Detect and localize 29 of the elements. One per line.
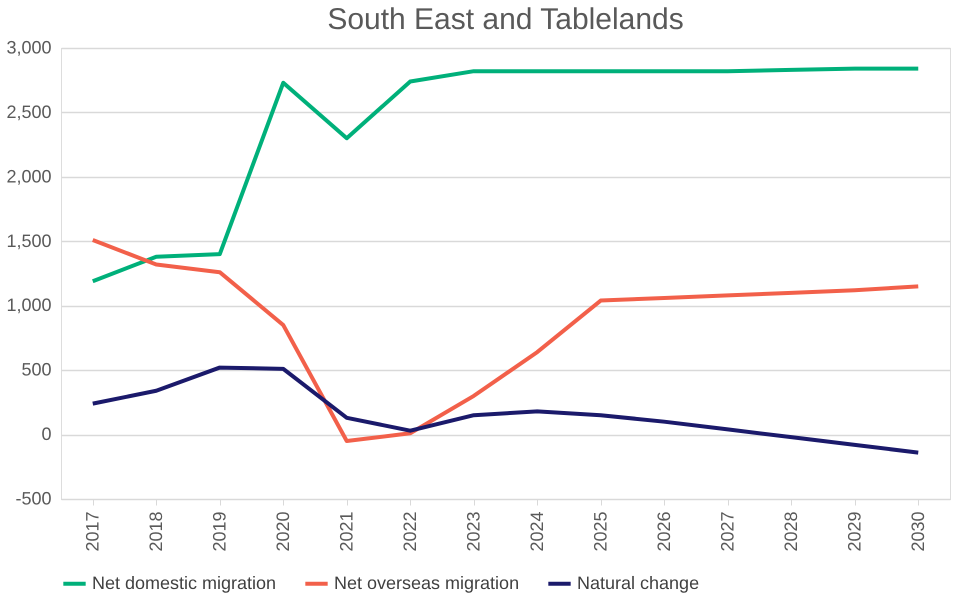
y-tick-label: 2,000 xyxy=(6,166,52,186)
y-tick-label: 3,000 xyxy=(6,38,52,58)
y-tick-label: 1,000 xyxy=(6,295,52,316)
y-tick-label: 500 xyxy=(21,360,52,380)
x-tick-label: 2019 xyxy=(209,512,230,552)
x-tick-label: 2027 xyxy=(717,512,738,552)
x-tick-label: 2025 xyxy=(590,512,610,552)
legend-label: Net domestic migration xyxy=(92,572,276,593)
y-tick-label: 1,500 xyxy=(6,230,52,251)
x-tick-label: 2022 xyxy=(400,512,420,552)
legend-label: Natural change xyxy=(577,572,700,593)
y-tick-label: 2,500 xyxy=(6,102,52,122)
x-tick-label: 2030 xyxy=(908,512,928,552)
x-tick-label: 2017 xyxy=(82,512,102,552)
legend-label: Net overseas migration xyxy=(334,572,520,593)
y-tick-label: -500 xyxy=(15,488,52,508)
line-series xyxy=(90,238,920,444)
x-tick-label: 2024 xyxy=(526,512,547,552)
x-tick-label: 2023 xyxy=(463,512,484,552)
line-series xyxy=(90,66,920,284)
line-series xyxy=(90,366,920,455)
y-tick-label: 0 xyxy=(41,424,52,444)
x-tick-label: 2021 xyxy=(336,512,356,552)
x-tick-label: 2018 xyxy=(146,512,166,552)
chart-title: South East and Tablelands xyxy=(327,3,684,36)
x-tick-label: 2020 xyxy=(272,512,293,552)
x-tick-label: 2028 xyxy=(780,512,801,552)
x-tick-label: 2029 xyxy=(844,512,864,552)
x-tick-label: 2026 xyxy=(654,512,674,552)
